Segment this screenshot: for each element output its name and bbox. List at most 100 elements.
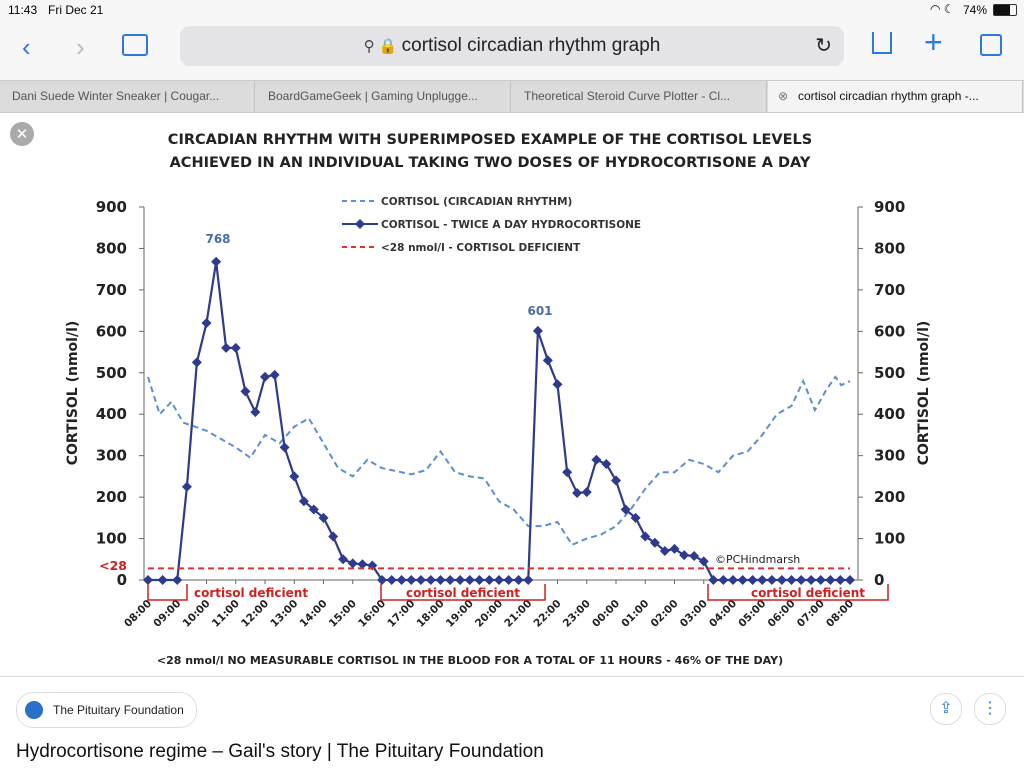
tab-close[interactable]: ⊗ [778, 89, 789, 103]
data-point [776, 575, 787, 585]
data-point [562, 467, 573, 478]
y2-tick-label: 0 [874, 571, 884, 589]
tab[interactable]: BoardGameGeek | Gaming Unplugge... [256, 81, 511, 112]
footer: The Pituitary Foundation ⇪ ⋮ Hydrocortis… [0, 676, 1024, 769]
address-bar[interactable]: ⚲ 🔒 cortisol circadian rhythm graph ↻ [180, 26, 844, 66]
data-point [386, 575, 397, 585]
y2-tick-label: 200 [874, 488, 905, 506]
close-icon: ✕ [16, 125, 29, 143]
tab[interactable]: Theoretical Steroid Curve Plotter - Cl..… [512, 81, 767, 112]
x-tick-label: 10:00 [180, 598, 212, 630]
deficient-bracket [380, 584, 546, 601]
forward-button[interactable]: › [76, 32, 85, 62]
legend-label: <28 nmol/l - CORTISOL DEFICIENT [381, 242, 581, 254]
y2-tick-label: 500 [874, 364, 905, 382]
chart-image: ✕ CIRCADIAN RHYTHM WITH SUPERIMPOSED EXA… [10, 122, 932, 667]
data-point [679, 550, 690, 561]
x-tick-label: 11:00 [210, 598, 242, 630]
data-point [845, 575, 855, 585]
tab-bar: Dani Suede Winter Sneaker | Cougar... Bo… [0, 80, 1024, 113]
data-point [181, 481, 192, 492]
data-point [474, 575, 485, 585]
x-tick-label: 08:00 [824, 598, 856, 630]
battery-icon [993, 4, 1017, 16]
data-point [240, 386, 251, 397]
data-point [435, 575, 446, 585]
tabs-button[interactable] [980, 34, 1002, 56]
x-tick-label: 12:00 [239, 598, 271, 630]
data-point [279, 442, 290, 453]
data-point [747, 575, 758, 585]
data-point [211, 256, 222, 267]
data-point [532, 325, 543, 336]
site-chip[interactable]: The Pituitary Foundation [16, 692, 197, 728]
peak-label: 601 [527, 304, 552, 318]
data-point [230, 342, 241, 353]
data-point [835, 575, 846, 585]
data-point [728, 575, 738, 585]
tab-title: cortisol circadian rhythm graph -... [798, 89, 979, 103]
x-tick-label: 00:00 [590, 598, 622, 630]
y-tick-label: 0 [117, 571, 127, 589]
wifi-icon: ◠ ☾ [930, 2, 955, 16]
y2-tick-label: 600 [874, 322, 905, 340]
new-tab-button[interactable]: + [924, 24, 943, 60]
more-button[interactable]: ⋮ [974, 693, 1006, 725]
data-point [338, 554, 349, 565]
legend-marker [355, 219, 365, 229]
data-point [221, 342, 232, 353]
x-tick-label: 13:00 [268, 598, 300, 630]
status-bar: 11:43 Fri Dec 21 ◠ ☾ 74% [0, 0, 1024, 20]
legend-label: CORTISOL - TWICE A DAY HYDROCORTISONE [381, 219, 641, 231]
reload-button[interactable]: ↻ [815, 35, 832, 57]
y-tick-label: 100 [96, 530, 127, 548]
data-point [143, 575, 153, 585]
x-tick-label: 21:00 [502, 598, 534, 630]
data-point [796, 575, 807, 585]
chart-title: CIRCADIAN RHYTHM WITH SUPERIMPOSED EXAMP… [168, 132, 812, 148]
y-axis-label: CORTISOL (nmol/l) [65, 321, 81, 466]
series-line [147, 375, 851, 547]
x-tick-label: 23:00 [561, 598, 593, 630]
peak-label: 768 [205, 232, 230, 246]
data-point [786, 575, 797, 585]
credit: ©PCHindmarsh [715, 553, 800, 566]
x-tick-label: 01:00 [619, 598, 651, 630]
data-point [572, 487, 583, 498]
y-tick-label: 500 [96, 364, 127, 382]
active-tab[interactable]: ⊗ cortisol circadian rhythm graph -... [768, 81, 1023, 112]
x-tick-label: 17:00 [385, 598, 417, 630]
deficient-label: cortisol deficient [751, 586, 865, 600]
x-tick-label: 05:00 [736, 598, 768, 630]
y-tick-label: 600 [96, 322, 127, 340]
data-point [757, 575, 768, 585]
tab[interactable]: Dani Suede Winter Sneaker | Cougar... [0, 81, 255, 112]
data-point [815, 575, 826, 585]
y2-tick-label: 100 [874, 530, 905, 548]
share-button[interactable] [872, 32, 892, 54]
data-point [201, 318, 212, 329]
data-point [396, 575, 407, 585]
data-point [825, 575, 836, 585]
x-tick-label: 18:00 [414, 598, 446, 630]
data-point [157, 575, 168, 585]
x-tick-label: 04:00 [707, 598, 739, 630]
x-tick-label: 03:00 [678, 598, 710, 630]
data-point [689, 550, 700, 561]
y2-tick-label: 300 [874, 447, 905, 465]
close-image-button[interactable] [10, 122, 34, 146]
x-tick-label: 09:00 [151, 598, 183, 630]
data-point [718, 575, 729, 585]
x-tick-label: 08:00 [122, 598, 154, 630]
x-tick-label: 14:00 [297, 598, 329, 630]
data-point [630, 512, 641, 523]
data-point [269, 369, 280, 380]
data-point [484, 575, 495, 585]
footnote: <28 nmol/l NO MEASURABLE CORTISOL IN THE… [157, 654, 783, 667]
bookmarks-button[interactable] [122, 34, 148, 56]
share-image-button[interactable]: ⇪ [930, 693, 962, 725]
data-point [260, 371, 270, 382]
data-point [328, 531, 339, 542]
back-button[interactable]: ‹ [22, 32, 31, 62]
